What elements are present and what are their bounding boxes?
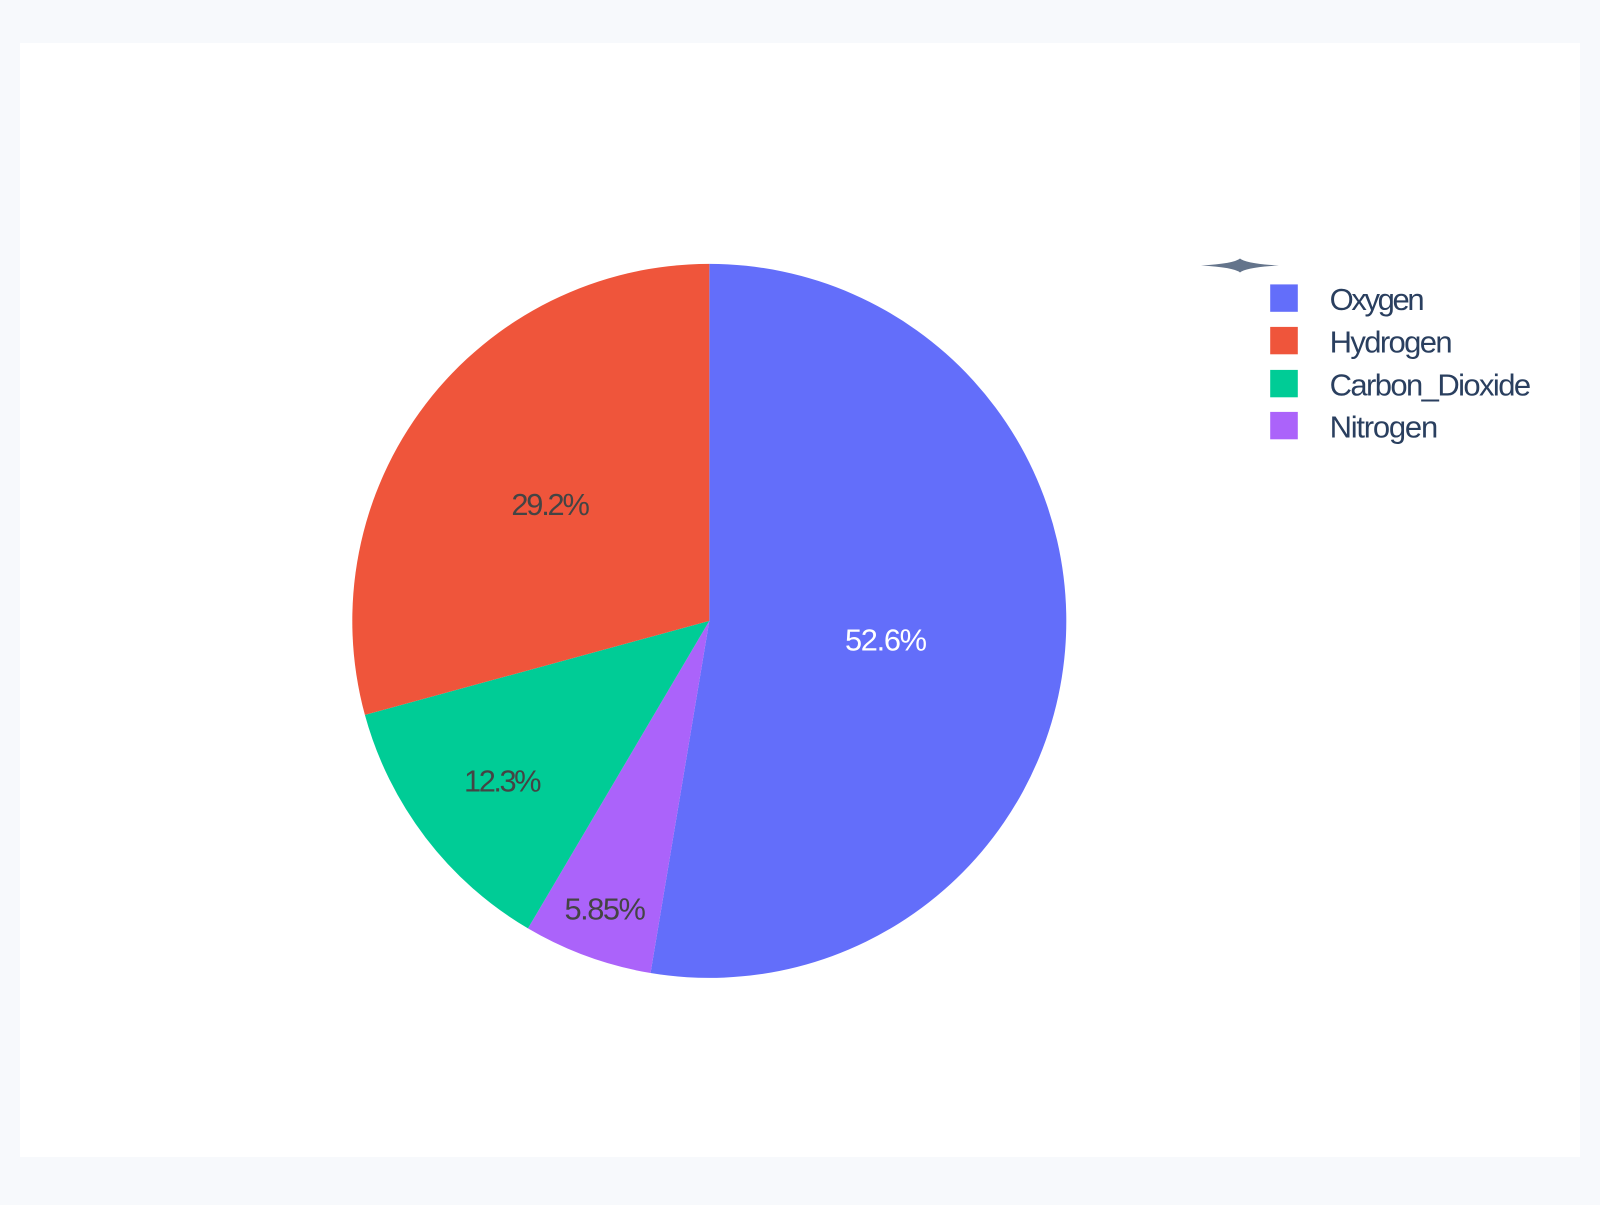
svg-text:Oxygen: Oxygen [1330, 282, 1425, 317]
svg-text:29.2%: 29.2% [511, 487, 590, 522]
svg-text:Carbon_Dioxide: Carbon_Dioxide [1330, 368, 1532, 403]
svg-text:12.3%: 12.3% [464, 764, 542, 799]
svg-text:5.85%: 5.85% [564, 891, 646, 926]
svg-text:Hydrogen: Hydrogen [1330, 325, 1453, 360]
svg-text:52.6%: 52.6% [845, 622, 927, 657]
svg-text:Nitrogen: Nitrogen [1330, 410, 1439, 445]
